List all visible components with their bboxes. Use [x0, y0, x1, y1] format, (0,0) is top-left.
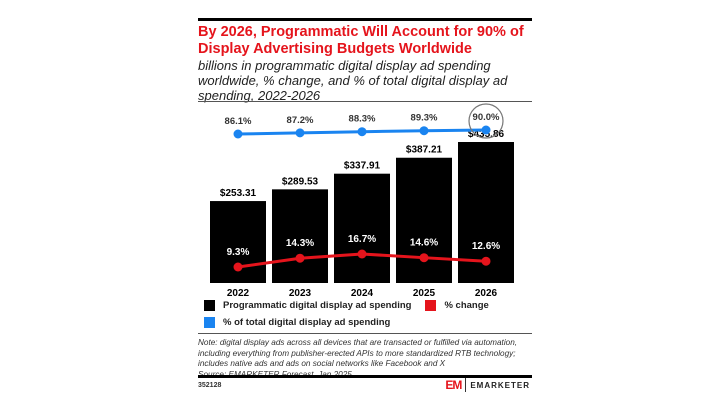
share-point-2023	[295, 128, 305, 138]
change-point-2023	[295, 253, 305, 263]
share-label-2026: 90.0%	[473, 112, 500, 123]
note: Note: digital display ads across all dev…	[198, 338, 532, 380]
change-point-2026	[481, 256, 491, 266]
bar-label-2022: $253.31	[220, 188, 257, 199]
bar-label-2024: $337.91	[344, 161, 381, 172]
top-bar	[198, 18, 532, 21]
legend-label-bars: Programmatic digital display ad spending	[223, 300, 412, 311]
legend-label-share: % of total digital display ad spending	[223, 317, 391, 328]
share-label-2025: 89.3%	[411, 113, 438, 124]
change-label-2022: 9.3%	[227, 247, 250, 258]
emarketer-logo: EM EMARKETER	[445, 378, 530, 392]
share-point-2024	[357, 127, 367, 137]
share-point-2026	[481, 125, 491, 135]
legend-swatch-change	[425, 300, 437, 311]
share-point-2025	[419, 126, 429, 136]
divider	[198, 333, 532, 334]
bar-2025	[396, 157, 452, 283]
chart-card: By 2026, Programmatic Will Account for 9…	[198, 18, 532, 403]
chart-title: By 2026, Programmatic Will Account for 9…	[198, 24, 524, 57]
change-point-2022	[233, 262, 243, 272]
change-point-2025	[419, 253, 429, 263]
legend-row-2: % of total digital display ad spending	[204, 317, 390, 328]
note-text: Note: digital display ads across all dev…	[198, 338, 518, 368]
bar-2024	[334, 173, 390, 283]
change-point-2024	[357, 249, 367, 259]
share-point-2022	[233, 129, 243, 139]
plot-area: $253.31 2022 $289.53 2023 $337.91 2024 $387.21…	[210, 103, 514, 299]
legend-swatch-bars	[204, 300, 215, 311]
x-tick-2024: 2024	[351, 288, 374, 299]
logo-mark: EM	[445, 378, 467, 392]
x-tick-2025: 2025	[413, 288, 436, 299]
bar-label-2025: $387.21	[406, 145, 443, 156]
source-text: Source: EMARKETER Forecast, Jan 2025	[198, 369, 352, 379]
bar-label-2023: $289.53	[282, 176, 319, 187]
share-label-2022: 86.1%	[225, 116, 252, 127]
legend-label-change: % change	[444, 300, 489, 311]
share-label-2024: 88.3%	[349, 114, 376, 125]
x-tick-2022: 2022	[227, 288, 250, 299]
change-label-2023: 14.3%	[286, 238, 314, 249]
change-label-2025: 14.6%	[410, 238, 438, 249]
bar-2023	[272, 189, 328, 283]
bar-label-2026: $435.86	[468, 129, 505, 140]
change-label-2024: 16.7%	[348, 234, 376, 245]
highlight-circle	[468, 103, 504, 139]
legend-row-1: Programmatic digital display ad spending…	[204, 300, 489, 311]
x-tick-2023: 2023	[289, 288, 312, 299]
logo-text: EMARKETER	[470, 380, 530, 390]
chart-id: 352128	[198, 382, 222, 389]
chart-subtitle: billions in programmatic digital display…	[198, 58, 508, 103]
bottom-bar	[198, 375, 532, 378]
divider	[198, 101, 532, 102]
change-label-2026: 12.6%	[472, 241, 500, 252]
x-tick-2026: 2026	[475, 288, 498, 299]
share-label-2023: 87.2%	[287, 115, 314, 126]
legend-swatch-share	[204, 317, 215, 328]
